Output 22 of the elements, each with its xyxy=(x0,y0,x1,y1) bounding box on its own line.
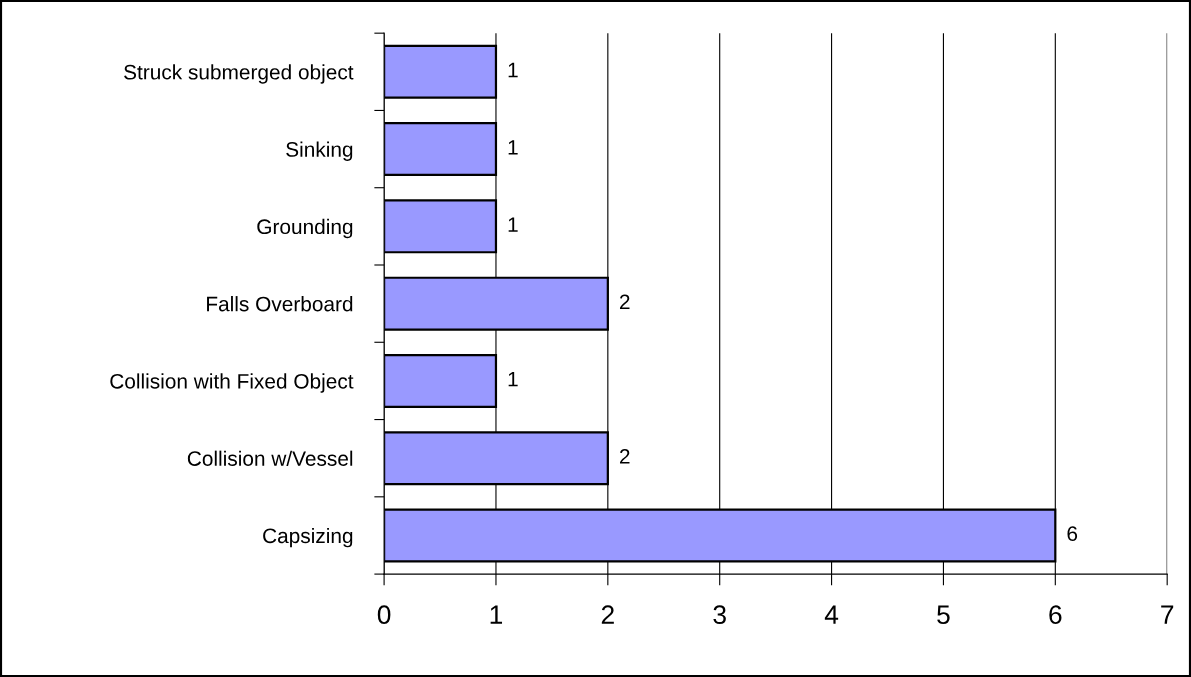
data-label: 2 xyxy=(619,449,630,464)
x-tick-label: 6 xyxy=(1049,605,1062,625)
y-tick-label: Struck submerged object xyxy=(124,64,354,84)
x-tick-label: 1 xyxy=(490,605,503,624)
data-label: 2 xyxy=(619,294,630,310)
y-tick-label: Collision w/Vessel xyxy=(187,450,353,466)
data-label: 1 xyxy=(508,217,518,232)
y-tick-label: Grounding xyxy=(257,218,353,239)
x-tick-label: 0 xyxy=(377,605,391,625)
x-tick-label: 7 xyxy=(1161,605,1174,624)
x-tick-label: 5 xyxy=(937,605,950,625)
x-tick-label: 4 xyxy=(824,605,839,624)
data-label: 1 xyxy=(508,140,518,155)
data-label: 1 xyxy=(508,371,518,387)
y-tick-label: Sinking xyxy=(286,141,353,161)
data-label: 1 xyxy=(508,62,518,78)
y-tick-label: Capsizing xyxy=(263,527,353,548)
x-tick-label: 2 xyxy=(601,605,614,624)
y-tick-label: Falls Overboard xyxy=(207,296,353,312)
x-tick-label: 3 xyxy=(713,605,726,625)
data-label: 6 xyxy=(1067,526,1078,542)
y-tick-label: Collision with Fixed Object xyxy=(110,373,354,393)
